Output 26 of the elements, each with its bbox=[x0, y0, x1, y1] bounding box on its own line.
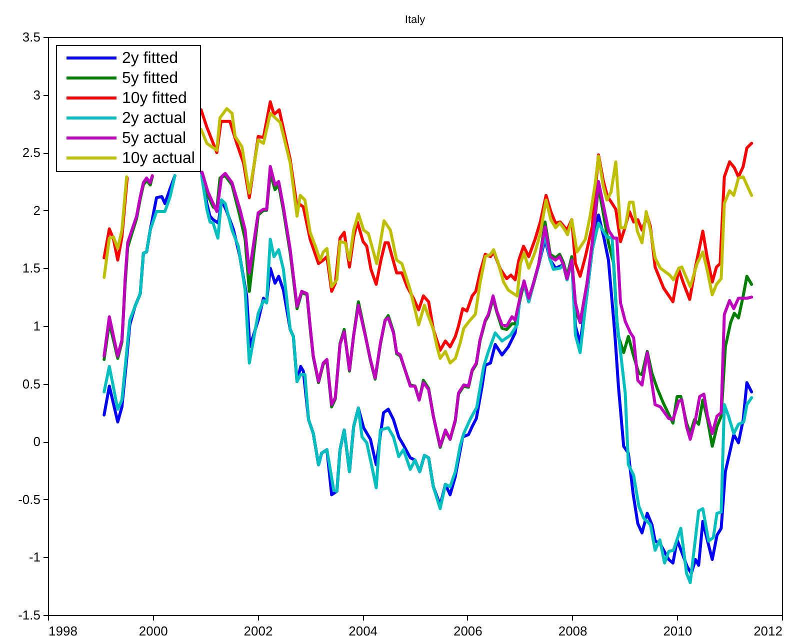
y-tick-label: 2.5 bbox=[22, 145, 40, 160]
x-tick-label: 2002 bbox=[244, 624, 273, 638]
x-tick-label: 2010 bbox=[663, 624, 692, 638]
x-tick-label: 2006 bbox=[453, 624, 482, 638]
y-tick-label: 0 bbox=[33, 434, 40, 450]
y-tick-label: 2 bbox=[33, 202, 40, 218]
y-tick-label: 1 bbox=[33, 318, 40, 334]
chart-title: Italy bbox=[404, 14, 426, 26]
x-tick-label: 2008 bbox=[558, 624, 588, 638]
y-tick-label: 1.5 bbox=[22, 260, 40, 276]
y-tick-label: -1.5 bbox=[18, 608, 40, 622]
x-tick-label: 2004 bbox=[348, 624, 378, 638]
y-tick-label: 3 bbox=[33, 87, 40, 102]
y-tick-label: 3.5 bbox=[22, 30, 40, 44]
y-tick-label: -0.5 bbox=[18, 492, 40, 507]
x-tick-label: 2000 bbox=[138, 624, 168, 638]
legend-label: 5y actual bbox=[122, 130, 186, 147]
legend-label: 2y fitted bbox=[122, 50, 178, 67]
legend-label: 10y actual bbox=[122, 150, 195, 167]
legend-label: 2y actual bbox=[122, 110, 186, 127]
legend-label: 10y fitted bbox=[122, 90, 187, 107]
y-tick-label: -1 bbox=[28, 550, 40, 565]
x-tick-label: 1998 bbox=[48, 624, 78, 638]
legend-label: 5y fitted bbox=[122, 70, 178, 87]
x-tick-label: 2012 bbox=[754, 624, 782, 638]
y-tick-label: 0.5 bbox=[22, 376, 40, 392]
